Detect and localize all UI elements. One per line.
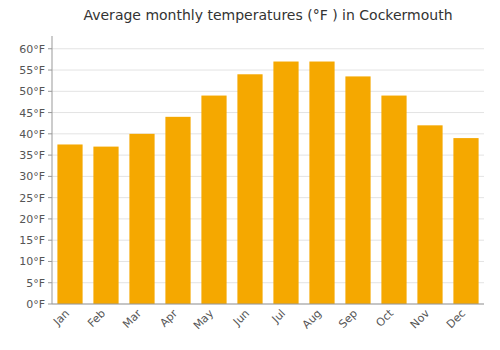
grid-line [52, 304, 484, 305]
bar [165, 117, 190, 304]
y-tick-label: 20°F [19, 213, 45, 226]
x-tick-label: May [191, 307, 217, 333]
bar [93, 147, 118, 304]
y-tick [48, 197, 52, 198]
x-tick-label: Apr [157, 307, 180, 330]
y-tick-label: 25°F [19, 192, 45, 205]
bar [129, 134, 154, 304]
bar [57, 144, 82, 304]
y-tick-label: 55°F [19, 64, 45, 77]
y-tick [48, 218, 52, 219]
bar [309, 62, 334, 304]
y-tick [48, 304, 52, 305]
bar [417, 125, 442, 304]
x-tick-label: Dec [444, 307, 468, 331]
bar [453, 138, 478, 304]
x-axis-line [52, 304, 484, 305]
grid-line [52, 112, 484, 113]
y-tick-label: 15°F [19, 234, 45, 247]
x-tick-label: Nov [408, 307, 433, 332]
bar [381, 96, 406, 304]
y-tick [48, 155, 52, 156]
y-tick-label: 35°F [19, 149, 45, 162]
chart-svg: Average monthly temperatures (°F ) in Co… [0, 0, 500, 350]
y-tick [48, 133, 52, 134]
bar [273, 62, 298, 304]
x-tick-label: Jun [230, 307, 252, 329]
y-tick-label: 60°F [19, 43, 45, 56]
y-tick [48, 70, 52, 71]
chart-title: Average monthly temperatures (°F ) in Co… [83, 7, 452, 23]
y-tick [48, 282, 52, 283]
y-tick-label: 40°F [19, 128, 45, 141]
x-tick-label: Aug [300, 307, 324, 331]
y-tick-label: 45°F [19, 107, 45, 120]
x-tick-label: Feb [85, 307, 108, 330]
y-tick [48, 91, 52, 92]
x-tick-label: Mar [120, 307, 144, 331]
x-tick-label: Oct [373, 306, 396, 329]
y-tick [48, 261, 52, 262]
y-tick-label: 30°F [19, 170, 45, 183]
y-tick-label: 5°F [26, 277, 45, 290]
y-tick [48, 176, 52, 177]
x-tick-label: Sep [336, 307, 360, 331]
y-axis-line [52, 36, 53, 304]
y-tick [48, 112, 52, 113]
bar [345, 76, 370, 304]
grid [52, 49, 484, 304]
grid-line [52, 91, 484, 92]
x-tick-label: Jan [50, 307, 72, 329]
bars [57, 62, 478, 304]
bar [201, 96, 226, 304]
y-tick-label: 0°F [26, 298, 45, 311]
bar [237, 74, 262, 304]
y-tick [48, 240, 52, 241]
y-tick [48, 48, 52, 49]
grid-line [52, 48, 484, 49]
chart-container: Average monthly temperatures (°F ) in Co… [0, 0, 500, 350]
y-tick-label: 50°F [19, 85, 45, 98]
grid-line [52, 70, 484, 71]
x-tick-label: Jul [269, 307, 288, 326]
y-tick-label: 10°F [19, 255, 45, 268]
